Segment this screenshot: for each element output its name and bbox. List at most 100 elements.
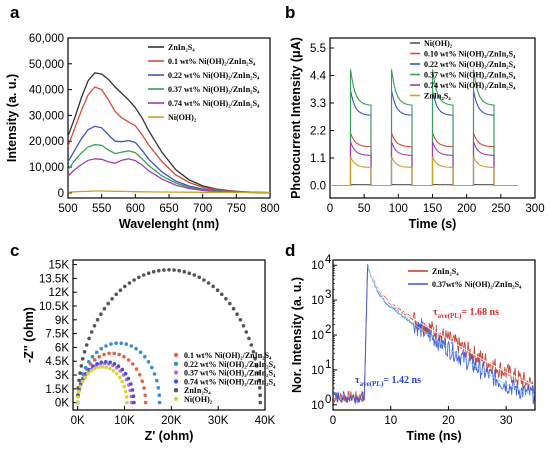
legend-label: Ni(OH)₂ (424, 39, 453, 48)
legend-label: 0.22 wt% Ni(OH)₂/ZnIn₂S₄ (424, 60, 516, 69)
nyquist-point-4 (187, 271, 192, 276)
x-axis-label: Time (ns) (406, 429, 461, 443)
nyquist-point-0 (137, 373, 142, 377)
y-tick-label: 10 (311, 260, 324, 272)
nyquist-point-4 (141, 273, 146, 277)
nyquist-point-1 (124, 342, 129, 346)
nyquist-point-5 (123, 389, 128, 394)
x-tick-label: 10 (384, 415, 397, 427)
y-tick-exponent: 0 (325, 394, 331, 406)
nyquist-point-5 (78, 384, 83, 389)
legend-marker (173, 379, 179, 384)
nyquist-point-5 (80, 379, 85, 384)
legend-marker (173, 361, 179, 366)
nyquist-point-4 (89, 330, 94, 334)
x-tick-label: 0 (327, 203, 333, 215)
series-line-1 (67, 86, 271, 194)
panel-letter: c (10, 241, 19, 260)
nyquist-point-4 (228, 301, 232, 306)
nyquist-point-4 (95, 318, 100, 322)
x-axis-label: Z' (ohm) (145, 429, 194, 443)
nyquist-point-0 (143, 393, 147, 398)
nyquist-point-0 (134, 367, 139, 371)
nyquist-point-4 (172, 268, 176, 272)
x-tick-label: 800 (260, 203, 279, 215)
y-tick-label: 10 (311, 400, 324, 412)
x-tick-label: 0K (71, 415, 85, 427)
nyquist-point-3 (120, 367, 125, 372)
tau-value: = 1.42 ns (383, 375, 421, 386)
legend-label: ZnIn₂S₄ (168, 43, 195, 52)
nyquist-point-4 (84, 343, 89, 347)
y-tick-label: 12K (49, 287, 70, 299)
y-tick-label: 20,000 (29, 136, 64, 148)
nyquist-point-0 (126, 358, 131, 362)
y-tick-exponent: 2 (325, 324, 331, 336)
nyquist-point-5 (89, 369, 93, 373)
fit-line-1 (367, 265, 534, 396)
y-tick-label: 10 (311, 295, 324, 307)
x-tick-label: 30 (500, 415, 513, 427)
nyquist-point-4 (258, 400, 263, 405)
panel-letter: b (285, 3, 295, 22)
legend-marker (173, 396, 179, 402)
legend-label: 0.22 wt% Ni(OH)₂/ZnIn₂S₄ (184, 360, 276, 369)
x-tick-label: 200 (457, 203, 476, 215)
legend-label: 0.22 wt% Ni(OH)₂/ZnIn₂S₄ (168, 71, 260, 80)
nyquist-point-4 (241, 324, 246, 328)
tau-symbol: τ (433, 307, 438, 318)
x-tick-label: 600 (126, 203, 145, 215)
nyquist-point-4 (257, 386, 262, 390)
nyquist-point-1 (157, 393, 162, 398)
nyquist-point-4 (253, 357, 257, 361)
nyquist-point-4 (92, 324, 97, 328)
panel-letter: d (285, 241, 295, 260)
nyquist-point-4 (215, 288, 220, 293)
nyquist-point-4 (106, 301, 110, 306)
y-tick-exponent: 1 (325, 359, 331, 371)
nyquist-point-0 (97, 354, 101, 359)
nyquist-point-1 (157, 400, 162, 405)
x-tick-label: 250 (491, 203, 510, 215)
nyquist-point-4 (211, 284, 215, 289)
nyquist-point-5 (76, 395, 80, 399)
nyquist-point-1 (143, 354, 147, 359)
y-tick-label: 10 (311, 365, 324, 377)
y-tick-label: 0 (58, 188, 64, 200)
x-tick-label: 550 (92, 203, 111, 215)
nyquist-point-1 (90, 354, 95, 359)
nyquist-point-4 (77, 378, 81, 383)
legend-label: 0.37 wt% Ni(OH)₂/ZnIn₂S₄ (168, 85, 260, 94)
x-axis-label: Time (s) (409, 217, 457, 231)
nyquist-point-4 (220, 292, 224, 297)
legend-label: 0.1 wt% Ni(OH)₂/ZnIn₂S₄ (168, 57, 256, 66)
nyquist-point-4 (192, 273, 197, 277)
nyquist-point-5 (120, 379, 124, 384)
nyquist-point-4 (123, 284, 127, 289)
nyquist-point-5 (77, 389, 81, 394)
nyquist-point-4 (231, 306, 236, 311)
legend-label: 0.74 wt% Ni(OH)₂/ZnIn₂S₄ (184, 377, 276, 386)
fit-line-0 (367, 265, 534, 386)
nyquist-point-3 (129, 382, 133, 386)
tau-symbol: τ (355, 375, 360, 386)
nyquist-point-4 (99, 312, 103, 317)
nyquist-point-5 (100, 365, 105, 369)
nyquist-point-0 (92, 358, 97, 362)
nyquist-point-4 (118, 288, 123, 293)
nyquist-point-1 (119, 341, 123, 346)
y-tick-label: 3.3 (310, 98, 326, 110)
legend-label: ZnIn₂S₄ (432, 267, 459, 276)
nyquist-point-1 (150, 365, 154, 370)
nyquist-point-3 (130, 388, 135, 392)
legend-label: 0.37 wt% Ni(OH)₂/ZnIn₂S₄ (184, 369, 276, 378)
nyquist-point-5 (111, 369, 116, 373)
legend-label: 0.37wt% Ni(OH)₂/ZnIn₂S₄ (432, 280, 522, 289)
tau-subscript: ave(PL) (360, 380, 384, 388)
nyquist-point-1 (104, 344, 108, 348)
y-axis-label: Photocurrent Intensity (μA) (289, 37, 303, 199)
nyquist-point-1 (109, 342, 113, 346)
y-tick-exponent: 4 (325, 254, 332, 266)
y-tick-label: 15K (49, 260, 70, 272)
